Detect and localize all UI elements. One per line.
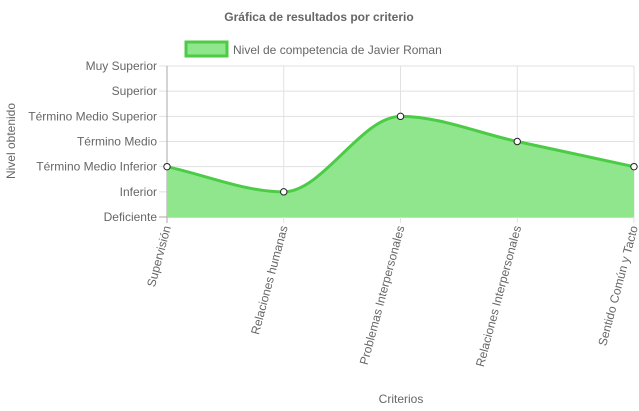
x-axis-title: Criterios [379,392,424,406]
y-tick-label: Muy Superior [86,59,157,73]
y-tick-label: Deficiente [104,210,158,224]
legend[interactable]: Nivel de competencia de Javier Roman [184,40,442,58]
x-tick-label: Relaciones humanas [248,224,291,336]
data-point[interactable] [396,112,405,121]
data-point[interactable] [513,137,521,146]
chart-title: Gráfica de resultados por criterio [224,10,413,24]
series-area [163,112,638,217]
y-axis-title: Nivel obtenido [4,103,18,179]
y-tick-label: Término Medio [77,135,157,149]
x-tick-label: Sentido Común y Tacto [595,224,639,348]
x-tick-label: Relaciones Interpersonales [473,224,524,368]
data-point[interactable] [163,162,171,171]
x-axis-ticks: Supervisión Relaciones humanas Problemas I… [144,224,639,368]
y-tick-label: Inferior [120,185,157,199]
legend-label: Nivel de competencia de Javier Roman [233,43,442,57]
y-tick-label: Término Medio Inferior [36,160,157,174]
legend-swatch [184,40,229,58]
data-point[interactable] [280,188,288,196]
y-tick-label: Superior [112,84,157,98]
y-tick-label: Término Medio Superior [28,109,157,123]
x-tick-label: Problemas Interpersonales [357,224,408,366]
data-point[interactable] [630,162,638,171]
y-axis-ticks: Deficiente Inferior Término Medio Inferior… [28,59,157,224]
x-tick-label: Supervisión [144,224,174,288]
